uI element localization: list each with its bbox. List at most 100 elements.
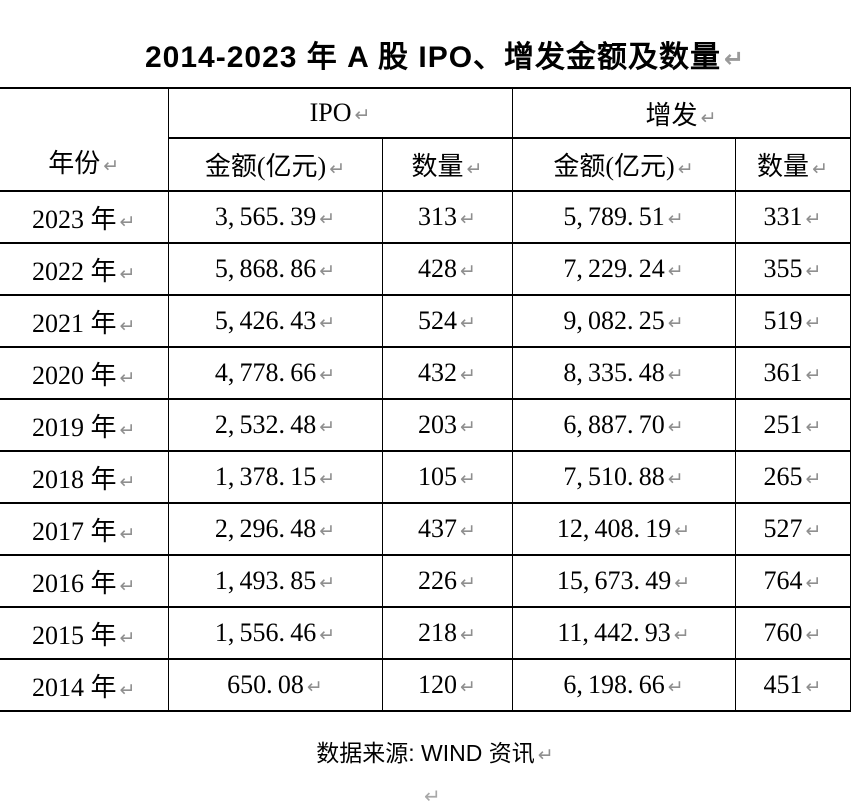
secondary-amount-cell: 7, 229. 24 ↵ [511,242,736,295]
paragraph-mark-icon: ↵ [460,468,476,490]
paragraph-mark-icon: ↵ [119,210,136,233]
paragraph-mark-icon: ↵ [119,626,136,649]
ipo-amount-cell: 5, 868. 86 ↵ [167,242,382,295]
table-row: 2023 年 ↵ 3, 565. 39 ↵ 313 ↵ 5, 789. 51 ↵ 331… [0,190,851,243]
year-cell: 2017 年 ↵ [0,502,168,555]
secondary-count-cell: 527 ↵ [734,502,851,555]
paragraph-mark-icon: ↵ [460,572,476,594]
table-header-group-row: 年份 ↵ IPO ↵ 增发 ↵ [0,87,851,191]
paragraph-mark-icon: ↵ [667,364,684,386]
paragraph-mark-icon: ↵ [805,520,822,542]
paragraph-mark-icon: ↵ [700,106,717,129]
secondary-amount-cell: 11, 442. 93 ↵ [511,606,736,659]
ipo-amount-cell: 2, 532. 48 ↵ [167,398,382,451]
paragraph-mark-icon: ↵ [805,208,822,230]
secondary-amount-cell: 5, 789. 51 ↵ [511,190,736,243]
paragraph-mark-icon: ↵ [460,208,476,230]
secondary-count-cell: 251 ↵ [734,398,851,451]
ipo-amount-cell: 1, 493. 85 ↵ [167,554,382,607]
paragraph-mark-icon: ↵ [319,416,336,438]
paragraph-mark-icon: ↵ [119,574,136,597]
paragraph-mark-icon: ↵ [674,572,691,594]
ipo-count-cell: 226 ↵ [381,554,513,607]
secondary-amount-cell: 6, 198. 66 ↵ [511,658,736,712]
ipo-count-cell: 313 ↵ [381,190,513,243]
paragraph-mark-icon: ↵ [724,45,746,73]
paragraph-mark-icon: ↵ [537,744,554,766]
secondary-count-header: 数量 ↵ [734,137,851,191]
paragraph-mark-icon: ↵ [460,676,476,698]
paragraph-mark-icon: ↵ [667,416,684,438]
paragraph-mark-icon: ↵ [103,155,120,177]
paragraph-mark-icon: ↵ [119,418,136,441]
secondary-amount-cell: 9, 082. 25 ↵ [511,294,736,347]
paragraph-mark-icon: ↵ [805,416,822,438]
paragraph-mark-icon: ↵ [667,208,684,230]
secondary-count-cell: 764 ↵ [734,554,851,607]
ipo-amount-cell: 2, 296. 48 ↵ [167,502,382,555]
paragraph-mark-icon: ↵ [805,676,822,698]
paragraph-mark-icon: ↵ [319,520,336,542]
ipo-count-cell: 120 ↵ [381,658,513,712]
paragraph-mark-icon: ↵ [319,468,336,490]
table-row: 2022 年 ↵ 5, 868. 86 ↵ 428 ↵ 7, 229. 24 ↵ 355… [0,242,851,295]
paragraph-mark-icon: ↵ [460,624,476,646]
paragraph-mark-icon: ↵ [805,260,822,282]
paragraph-mark-icon: ↵ [674,520,691,542]
data-source-note: 数据来源: WIND 资讯 ↵ [0,738,851,770]
paragraph-mark-icon: ↵ [460,260,476,282]
paragraph-mark-icon: ↵ [812,158,828,180]
ipo-amount-cell: 1, 378. 15 ↵ [167,450,382,503]
secondary-count-cell: 451 ↵ [734,658,851,712]
year-column-header: 年份 ↵ [0,87,168,191]
secondary-amount-header: 金额(亿元) ↵ [511,137,736,191]
secondary-count-cell: 265 ↵ [734,450,851,503]
table-header: 年份 ↵ IPO ↵ 增发 ↵ 金额(亿元) ↵ 数量 ↵ 金额(亿元) ↵ 数量 ↵ [0,87,851,191]
paragraph-mark-icon: ↵ [119,366,136,389]
table-row: 2018 年 ↵ 1, 378. 15 ↵ 105 ↵ 7, 510. 88 ↵ 265… [0,450,851,503]
ipo-amount-cell: 5, 426. 43 ↵ [167,294,382,347]
paragraph-mark-icon: ↵ [424,784,441,808]
paragraph-mark-icon: ↵ [805,624,822,646]
paragraph-mark-icon: ↵ [306,676,323,698]
secondary-count-cell: 519 ↵ [734,294,851,347]
secondary-amount-cell: 15, 673. 49 ↵ [511,554,736,607]
ipo-amount-cell: 4, 778. 66 ↵ [167,346,382,399]
paragraph-mark-icon: ↵ [119,314,136,337]
paragraph-mark-icon: ↵ [460,364,476,386]
paragraph-mark-icon: ↵ [119,678,136,701]
table-row: 2021 年 ↵ 5, 426. 43 ↵ 524 ↵ 9, 082. 25 ↵ 519… [0,294,851,347]
ipo-count-cell: 105 ↵ [381,450,513,503]
ipo-amount-header: 金额(亿元) ↵ [167,137,382,191]
ipo-group-header: IPO ↵ [167,87,513,138]
paragraph-mark-icon: ↵ [667,260,684,282]
paragraph-mark-icon: ↵ [119,262,136,285]
secondary-count-cell: 355 ↵ [734,242,851,295]
table-row: 2016 年 ↵ 1, 493. 85 ↵ 226 ↵ 15, 673. 49 ↵ 76… [0,554,851,607]
ipo-amount-header-label: 金额(亿元) [204,152,327,181]
paragraph-mark-icon: ↵ [677,158,694,180]
secondary-amount-header-label: 金额(亿元) [553,152,675,181]
ipo-count-cell: 432 ↵ [381,346,513,399]
table-header-column-row: 金额(亿元) ↵ 数量 ↵ 金额(亿元) ↵ 数量 ↵ [0,137,851,191]
document-title: 2014-2023 年 A 股 IPO、增发金额及数量 ↵ [145,40,745,77]
year-column-header-label: 年份 [48,149,101,178]
paragraph-mark-icon: ↵ [319,208,336,230]
secondary-offering-group-header: 增发 ↵ [511,87,851,138]
document-title-text: 2014-2023 年 A 股 IPO、增发金额及数量 [145,41,722,74]
year-cell: 2023 年 ↵ [0,190,168,243]
paragraph-mark-icon: ↵ [460,520,476,542]
paragraph-mark-icon: ↵ [319,312,336,334]
year-cell: 2018 年 ↵ [0,450,168,503]
ipo-count-header: 数量 ↵ [381,137,513,191]
ipo-count-cell: 428 ↵ [381,242,513,295]
paragraph-mark-icon: ↵ [319,572,336,594]
ipo-secondary-offering-table: 年份 ↵ IPO ↵ 增发 ↵ 金额(亿元) ↵ 数量 ↵ 金额(亿元) ↵ 数量 ↵ 202… [0,87,851,712]
paragraph-mark-icon: ↵ [319,364,336,386]
paragraph-mark-icon: ↵ [466,158,483,180]
paragraph-mark-icon: ↵ [805,572,822,594]
paragraph-mark-icon: ↵ [329,158,346,180]
paragraph-mark-icon: ↵ [667,312,684,334]
table-row: 2017 年 ↵ 2, 296. 48 ↵ 437 ↵ 12, 408. 19 ↵ 52… [0,502,851,555]
year-cell: 2020 年 ↵ [0,346,168,399]
